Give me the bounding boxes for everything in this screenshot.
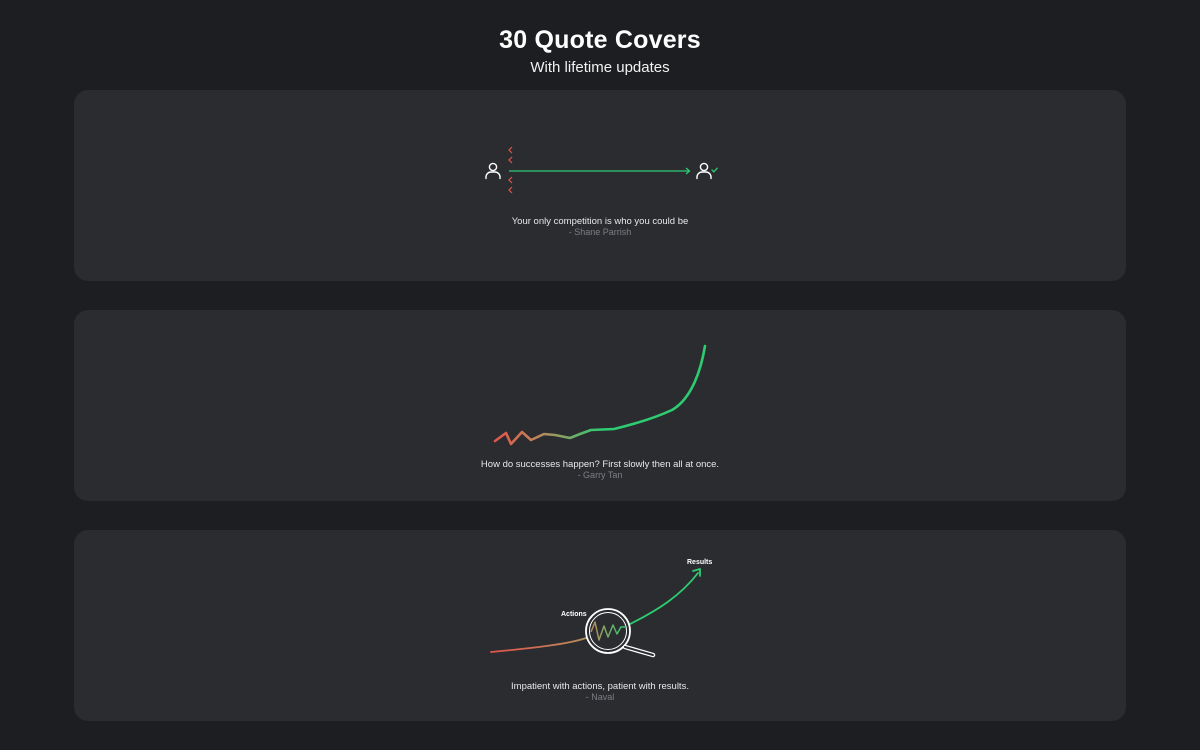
- red-arrow: [508, 156, 679, 164]
- growth-chart-illustration: [493, 344, 707, 446]
- green-arrow: [509, 167, 691, 175]
- red-arrow: [508, 176, 679, 184]
- quote-author: - Shane Parrish: [568, 227, 632, 237]
- results-arrowhead: [692, 568, 701, 577]
- quote-author: - Naval: [585, 692, 615, 702]
- progress-curve: [625, 572, 699, 627]
- check-icon: [711, 167, 718, 173]
- actions-results-illustration: Actions Results: [490, 559, 712, 658]
- quote-text: Your only competition is who you could b…: [511, 216, 689, 227]
- actions-label: Actions: [561, 611, 587, 618]
- user-check-icon: [696, 162, 712, 180]
- quote-author: - Garry Tan: [577, 470, 623, 480]
- magnifier-icon: [585, 608, 656, 658]
- red-arrow: [508, 146, 679, 154]
- quote-card-success[interactable]: How do successes happen? First slowly th…: [74, 310, 1126, 501]
- page-subtitle: With lifetime updates: [530, 59, 670, 76]
- page-title: 30 Quote Covers: [499, 26, 701, 54]
- header: 30 Quote Covers With lifetime updates: [0, 24, 1200, 78]
- progress-curve: [490, 637, 587, 653]
- actions-zigzag: [590, 621, 626, 641]
- quote-card-competition[interactable]: Your only competition is who you could b…: [74, 90, 1126, 281]
- quote-card-patience[interactable]: Actions Results Impatient with actions, …: [74, 530, 1126, 721]
- user-icon: [485, 162, 501, 180]
- quote-text: How do successes happen? First slowly th…: [480, 459, 720, 470]
- competition-illustration: [485, 146, 718, 194]
- red-arrow: [508, 186, 679, 194]
- growth-line: [493, 344, 707, 446]
- quote-text: Impatient with actions, patient with res…: [511, 681, 689, 692]
- results-label: Results: [687, 559, 712, 566]
